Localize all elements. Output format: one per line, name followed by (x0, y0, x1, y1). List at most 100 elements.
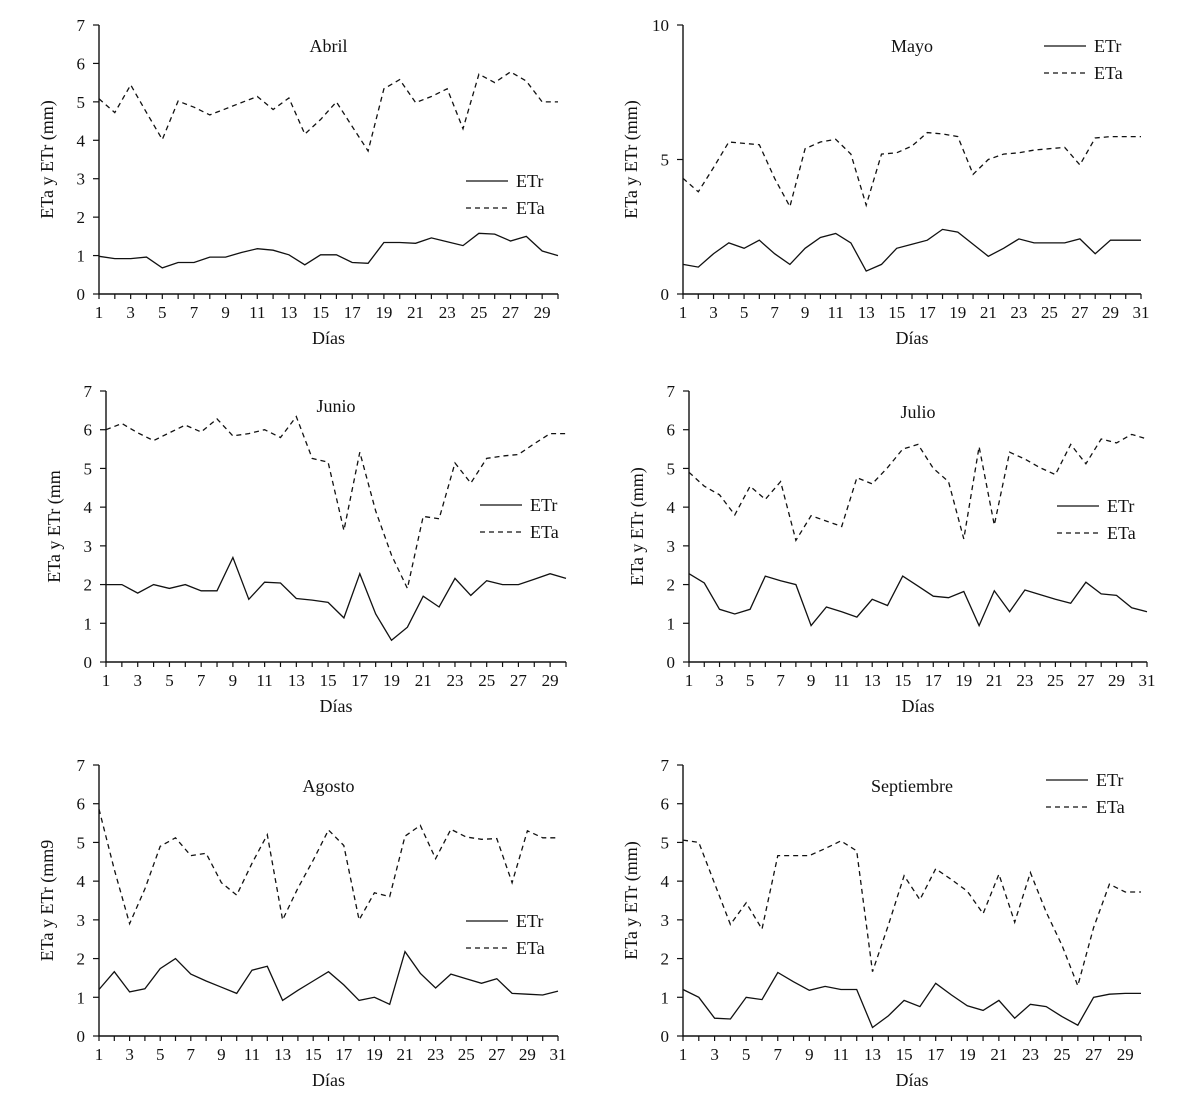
y-tick-label: 6 (77, 795, 86, 814)
x-tick-label: 31 (1133, 303, 1150, 322)
series-line-eta (688, 433, 1148, 543)
axes (98, 765, 558, 1037)
y-tick-label: 0 (77, 285, 86, 304)
y-tick-label: 7 (77, 16, 86, 35)
x-tick-label: 9 (221, 303, 230, 322)
series-line-etr (98, 232, 559, 269)
y-tick-label: 5 (77, 93, 86, 112)
series-line-etr (98, 950, 559, 1006)
x-axis-label: Días (312, 328, 345, 348)
x-tick-label: 5 (742, 1045, 751, 1064)
y-tick-label: 4 (77, 872, 86, 891)
y-tick-label: 0 (667, 653, 676, 672)
x-tick-label: 1 (679, 303, 688, 322)
x-tick-label: 23 (1010, 303, 1027, 322)
legend-label-eta: ETa (516, 198, 545, 218)
axes (105, 391, 566, 663)
x-tick-label: 1 (95, 303, 104, 322)
x-tick-label: 7 (190, 303, 199, 322)
x-tick-label: 15 (894, 671, 911, 690)
series-line-etr (688, 573, 1148, 628)
y-axis-label: ETa y ETr (mm9 (37, 840, 58, 962)
chart-title: Mayo (891, 36, 933, 56)
x-tick-label: 5 (158, 303, 167, 322)
y-tick-label: 0 (84, 653, 93, 672)
legend: ETr ETa (480, 495, 559, 542)
x-tick-label: 29 (1108, 671, 1125, 690)
x-tick-label: 23 (1016, 671, 1033, 690)
x-tick-label: 25 (1054, 1045, 1071, 1064)
x-tick-label: 21 (397, 1045, 414, 1064)
x-tick-label: 13 (864, 1045, 881, 1064)
x-tick-label: 11 (244, 1045, 260, 1064)
y-tick-label: 2 (667, 576, 676, 595)
x-tick-label: 7 (776, 671, 785, 690)
x-tick-label: 27 (1071, 303, 1089, 322)
x-tick-label: 29 (542, 671, 559, 690)
x-tick-label: 11 (833, 1045, 849, 1064)
y-tick-label: 1 (84, 614, 93, 633)
x-axis-label: Días (896, 1070, 929, 1090)
x-tick-label: 19 (949, 303, 966, 322)
y-tick-label: 3 (77, 170, 86, 189)
x-tick-label: 13 (280, 303, 297, 322)
x-tick-label: 23 (446, 671, 463, 690)
x-tick-label: 1 (679, 1045, 688, 1064)
x-tick-label: 27 (1077, 671, 1095, 690)
x-tick-label: 15 (312, 303, 329, 322)
x-tick-label: 5 (165, 671, 174, 690)
y-tick-label: 6 (661, 795, 670, 814)
y-tick-label: 7 (661, 756, 670, 775)
y-tick-label: 5 (661, 151, 670, 170)
x-tick-label: 5 (740, 303, 749, 322)
x-tick-label: 17 (927, 1045, 945, 1064)
legend: ETr ETa (1044, 36, 1123, 83)
x-tick-label: 3 (133, 671, 142, 690)
y-tick-label: 5 (77, 833, 86, 852)
x-tick-label: 13 (864, 671, 881, 690)
y-tick-label: 7 (77, 756, 86, 775)
legend-label-eta: ETa (1096, 797, 1125, 817)
x-axis-label: Días (312, 1070, 345, 1090)
y-tick-label: 3 (661, 911, 670, 930)
legend-label-eta: ETa (1107, 523, 1136, 543)
x-tick-label: 19 (375, 303, 392, 322)
x-tick-label: 3 (710, 1045, 719, 1064)
x-tick-label: 11 (827, 303, 843, 322)
x-tick-label: 11 (833, 671, 849, 690)
legend: ETr ETa (1057, 496, 1136, 543)
y-axis-label: ETa y ETr (mm) (621, 841, 642, 960)
y-axis-label: ETa y ETr (mm (44, 470, 65, 583)
y-tick-label: 3 (84, 537, 93, 556)
x-tick-label: 1 (102, 671, 111, 690)
x-tick-label: 9 (229, 671, 238, 690)
x-tick-label: 29 (1117, 1045, 1134, 1064)
x-axis-label: Días (902, 696, 935, 716)
legend-label-eta: ETa (516, 938, 545, 958)
x-tick-label: 25 (1041, 303, 1058, 322)
x-tick-label: 17 (919, 303, 937, 322)
x-axis-label: Días (896, 328, 929, 348)
x-tick-label: 13 (858, 303, 875, 322)
x-tick-label: 25 (458, 1045, 475, 1064)
x-tick-label: 19 (366, 1045, 383, 1064)
x-axis-label: Días (320, 696, 353, 716)
x-tick-label: 29 (1102, 303, 1119, 322)
x-tick-label: 9 (807, 671, 816, 690)
x-tick-label: 19 (955, 671, 972, 690)
y-tick-label: 4 (661, 872, 670, 891)
x-tick-label: 29 (534, 303, 551, 322)
series-line-etr (682, 971, 1141, 1029)
legend-label-eta: ETa (530, 522, 559, 542)
x-tick-label: 1 (685, 671, 694, 690)
x-tick-label: 21 (415, 671, 432, 690)
x-tick-label: 31 (550, 1045, 567, 1064)
x-tick-label: 7 (770, 303, 779, 322)
series-line-eta (98, 71, 558, 153)
y-tick-label: 6 (84, 421, 93, 440)
y-axis-label: ETa y ETr (mm) (621, 100, 642, 219)
x-tick-label: 27 (502, 303, 520, 322)
